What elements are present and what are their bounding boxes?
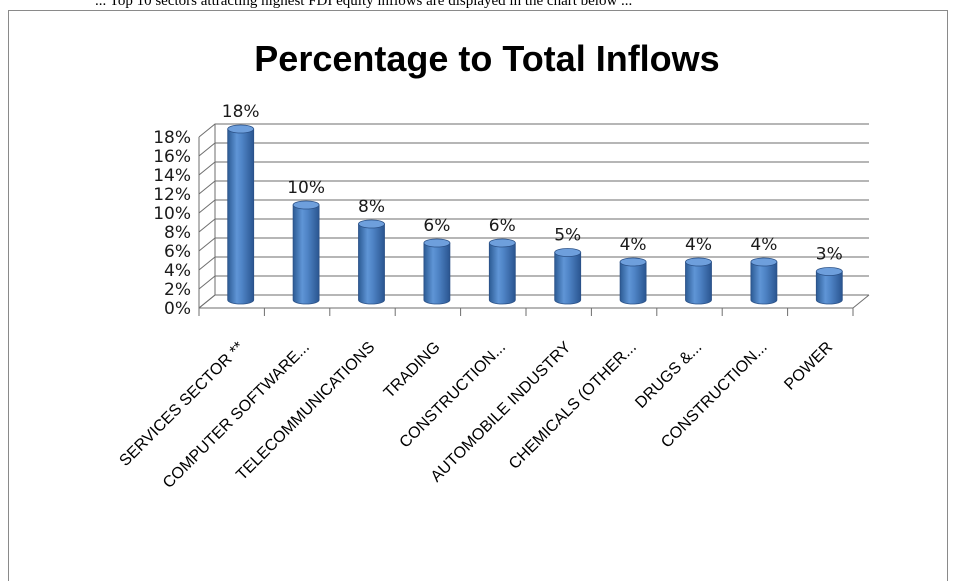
- x-category-label: TELECOMMUNICATIONS: [233, 339, 378, 484]
- gridline: [198, 237, 869, 252]
- data-label: 5%: [554, 226, 581, 246]
- bar-top: [815, 267, 843, 276]
- bar-body: [685, 261, 712, 305]
- y-tick-label: 6%: [164, 242, 191, 262]
- bar: [423, 238, 451, 305]
- y-tick-label: 14%: [153, 166, 191, 186]
- data-label: 18%: [222, 102, 260, 122]
- y-tick-label: 2%: [164, 280, 191, 300]
- bar: [685, 257, 712, 305]
- data-label: 6%: [489, 216, 516, 236]
- bar: [227, 124, 255, 305]
- data-label: 6%: [423, 216, 450, 236]
- data-label: 8%: [358, 197, 385, 217]
- page-text-fragment: ... Top 10 sectors attracting highest FD…: [0, 0, 957, 12]
- bar-top: [423, 238, 451, 248]
- top-text-fragment: ... Top 10 sectors attracting highest FD…: [95, 0, 632, 9]
- bar-body: [358, 223, 385, 305]
- bar-top: [488, 238, 516, 248]
- gridline: [198, 180, 869, 195]
- gridline: [198, 256, 869, 271]
- chart-side-wall: [198, 124, 216, 310]
- bar-body: [488, 242, 516, 305]
- x-category-label: TRADING: [381, 339, 444, 402]
- bar: [750, 257, 778, 305]
- chart-title: Percentage to Total Inflows: [254, 38, 719, 79]
- bar-body: [423, 242, 451, 305]
- x-category-label: CHEMICALS (OTHER...: [506, 339, 640, 473]
- bar-body: [815, 271, 843, 305]
- bar: [815, 267, 843, 305]
- y-tick-label: 16%: [153, 147, 191, 167]
- bar-body: [554, 252, 582, 305]
- bar-top: [292, 200, 320, 210]
- data-label: 3%: [816, 245, 843, 265]
- bar-body: [619, 261, 647, 305]
- x-category-label: POWER: [781, 339, 836, 394]
- x-category-label: AUTOMOBILE INDUSTRY: [428, 339, 575, 486]
- gridline: [198, 142, 869, 157]
- y-tick-label: 12%: [153, 185, 191, 205]
- y-tick-label: 4%: [164, 261, 191, 281]
- y-tick-label: 0%: [164, 299, 191, 319]
- y-tick-label: 10%: [153, 204, 191, 224]
- gridline: [198, 275, 869, 290]
- bar-chart-svg: Percentage to Total Inflows0%2%4%6%8%10%…: [116, 38, 870, 492]
- gridline: [198, 123, 869, 138]
- bar-top: [685, 257, 712, 267]
- bar-top: [619, 257, 647, 267]
- bar: [488, 238, 516, 305]
- data-label: 10%: [287, 178, 325, 198]
- bar-top: [554, 248, 582, 257]
- x-category-label: DRUGS &...: [632, 339, 705, 412]
- bar-top: [750, 257, 778, 267]
- data-label: 4%: [620, 235, 647, 255]
- bar-top: [227, 124, 255, 134]
- bar: [292, 200, 320, 305]
- bar: [554, 248, 582, 305]
- bar-body: [227, 128, 255, 305]
- x-category-label: SERVICES SECTOR **: [116, 339, 247, 470]
- gridline: [198, 199, 869, 214]
- gridline: [198, 294, 869, 309]
- y-tick-label: 8%: [164, 223, 191, 243]
- chart-area: Percentage to Total Inflows 0% 2% 4% 6% 8% 10%…: [8, 10, 948, 581]
- y-tick-label: 18%: [153, 128, 191, 148]
- data-label: 4%: [685, 235, 712, 255]
- bar-body: [292, 204, 320, 305]
- gridline: [198, 161, 869, 176]
- data-label: 4%: [750, 235, 777, 255]
- bar: [358, 219, 385, 305]
- bar: [619, 257, 647, 305]
- bar-body: [750, 261, 778, 305]
- gridline: [198, 218, 869, 233]
- bar-top: [358, 219, 385, 229]
